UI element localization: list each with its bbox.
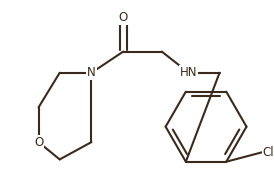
Text: N: N	[87, 66, 96, 79]
Text: O: O	[34, 136, 43, 149]
Text: O: O	[119, 11, 128, 24]
Text: HN: HN	[180, 66, 198, 79]
Text: Cl: Cl	[263, 146, 274, 159]
